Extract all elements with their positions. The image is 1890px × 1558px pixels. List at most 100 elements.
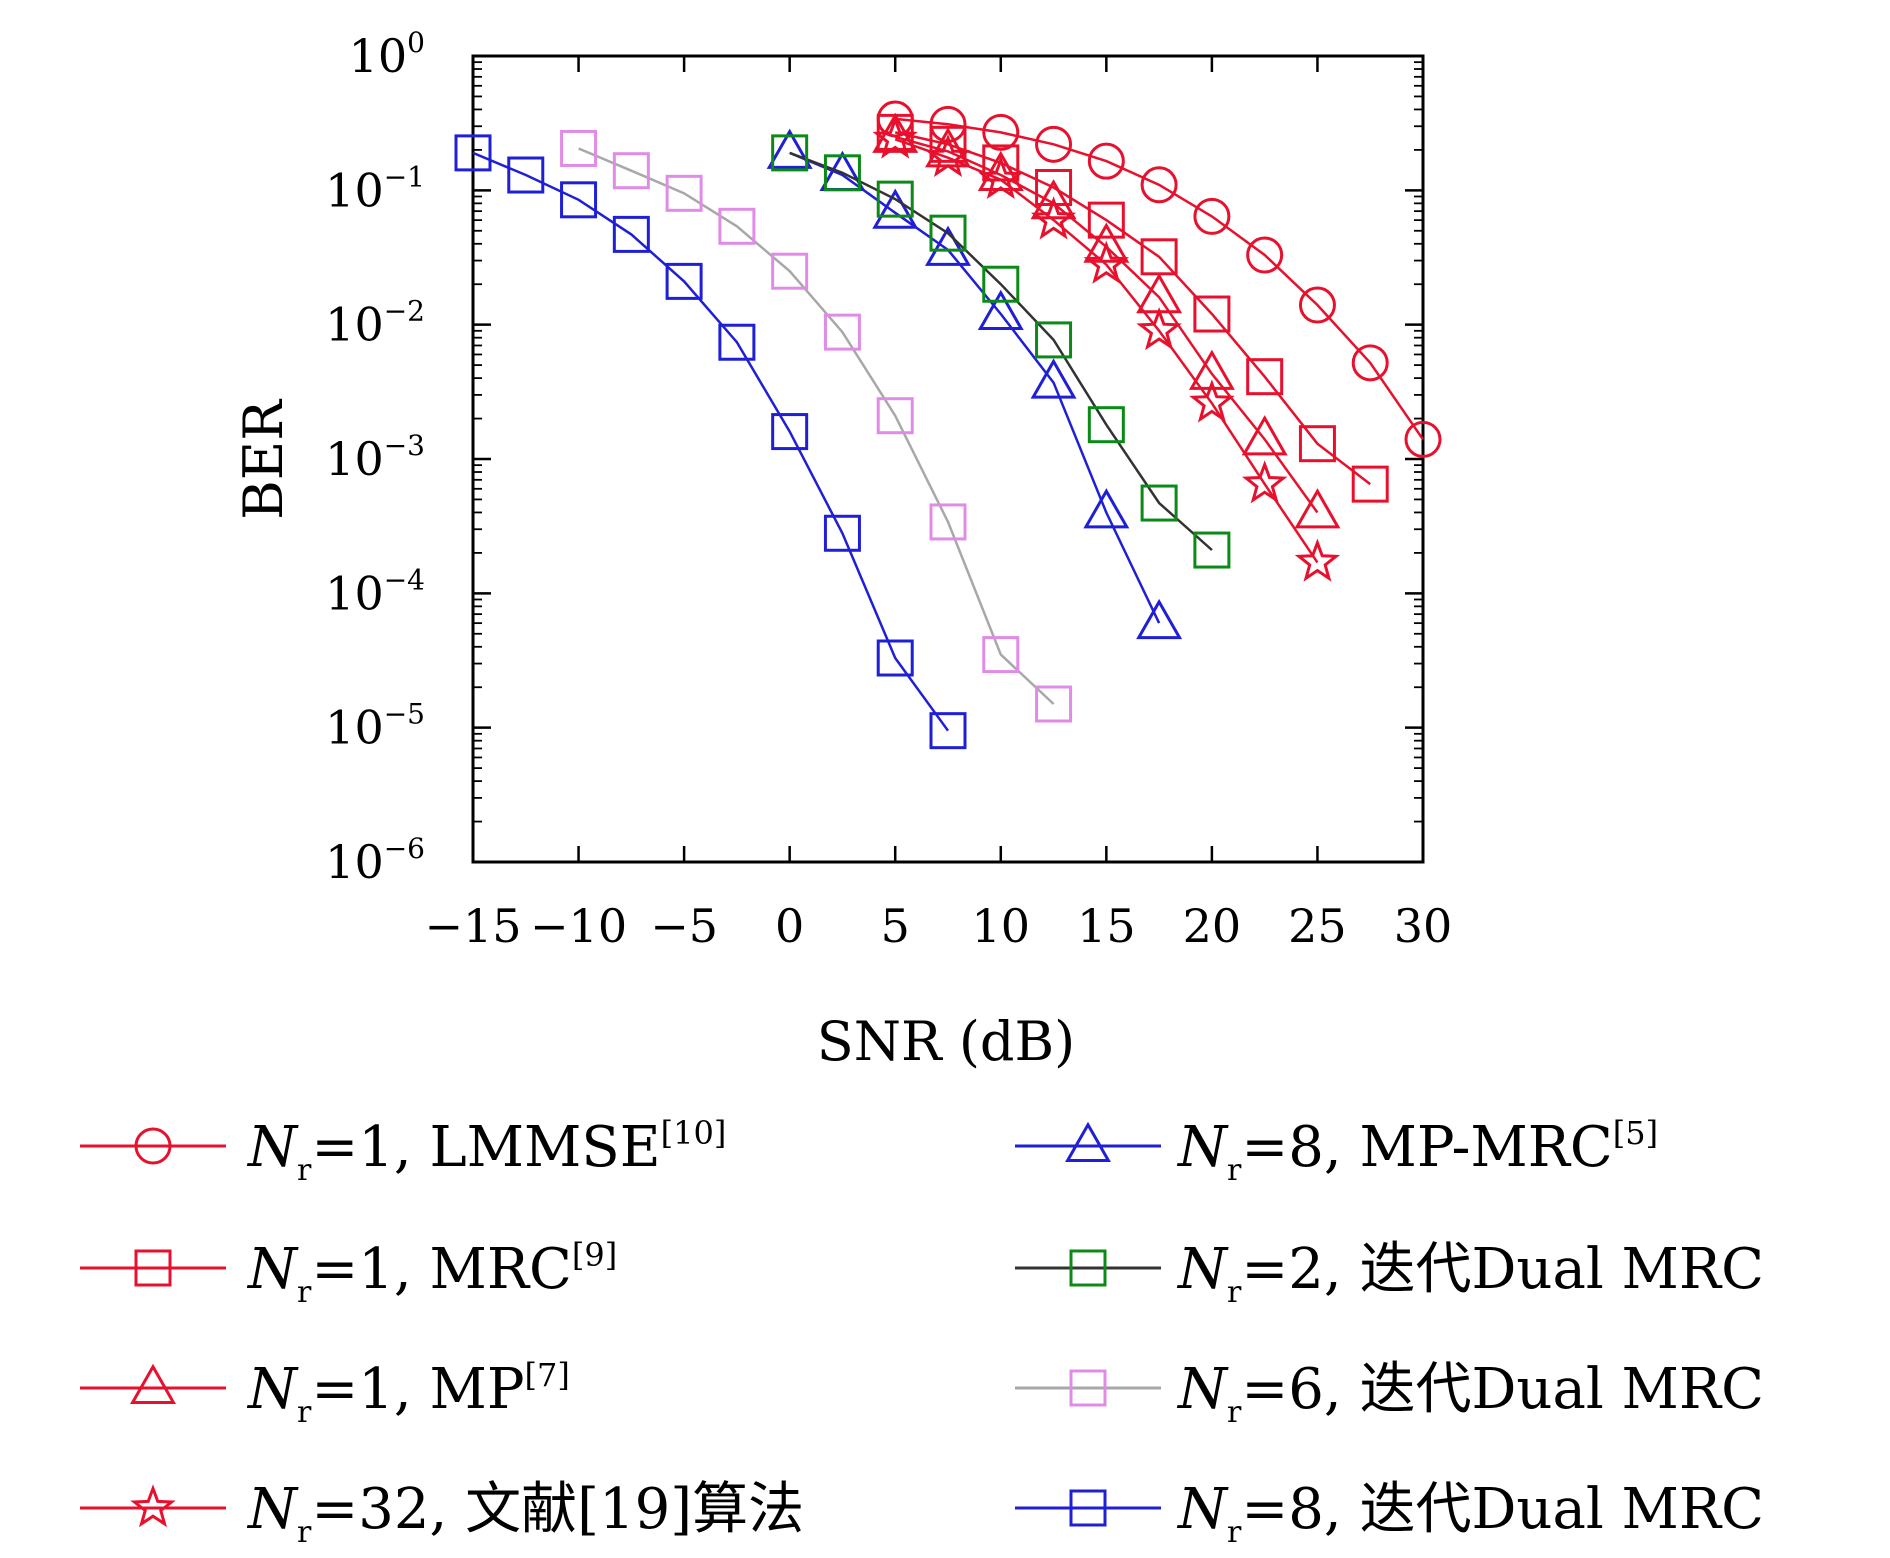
legend-marker — [1065, 1121, 1111, 1162]
series-4-point — [1242, 460, 1288, 504]
series-6 — [771, 134, 1231, 569]
series-5-point — [766, 128, 813, 169]
series-6-line — [789, 151, 1213, 551]
series-5-point — [1083, 488, 1130, 529]
series-1-point — [982, 113, 1020, 151]
series-7-point — [771, 252, 809, 290]
x-tick-label: 10 — [972, 899, 1031, 953]
legend-item-8: Nr=8, 迭代Dual MRC — [1015, 1477, 1764, 1550]
series-4-point — [1083, 240, 1130, 284]
legend-label: Nr=32, 文献[19]算法 — [246, 1477, 804, 1550]
series-6-point — [1193, 531, 1231, 569]
series-3-point — [1241, 415, 1288, 456]
legend-item-2: Nr=1, MRC[9] — [80, 1236, 617, 1310]
legend-item-7: Nr=6, 迭代Dual MRC — [1015, 1357, 1764, 1430]
series-4-point — [978, 155, 1024, 199]
legend: Nr=1, LMMSE[10] Nr=1, MRC[9] Nr=1, MP[7] Nr… — [80, 1114, 1764, 1550]
series-6-point — [929, 214, 967, 252]
series-3-point — [1188, 349, 1235, 390]
series-6-point — [982, 265, 1020, 303]
legend-marker — [130, 1363, 176, 1404]
series-2-point — [1193, 295, 1231, 333]
series-4-line — [894, 138, 1319, 564]
legend-marker — [130, 1484, 176, 1528]
series-8-point — [718, 323, 756, 361]
series-7-point — [982, 636, 1020, 674]
x-tick-label: 20 — [1183, 899, 1242, 953]
x-tick-label: 15 — [1077, 899, 1136, 953]
legend-item-4: Nr=32, 文献[19]算法 — [80, 1477, 804, 1550]
y-tick-label: 10−4 — [325, 563, 425, 620]
series-4-point — [1189, 379, 1235, 423]
series-3-point — [1030, 179, 1077, 220]
series-7-point — [560, 129, 598, 167]
y-tick-label: 10−2 — [325, 295, 425, 352]
y-tick-label: 10−3 — [325, 429, 425, 486]
x-tick-label: −15 — [424, 899, 521, 953]
series-4-point — [872, 115, 918, 159]
legend-label: Nr=1, LMMSE[10] — [246, 1114, 726, 1188]
series-1-point — [1087, 142, 1125, 180]
series-5-point — [977, 289, 1024, 330]
series-4-point — [1030, 196, 1077, 240]
x-tick-label: 30 — [1394, 899, 1453, 953]
series-8-point — [876, 639, 914, 677]
series-5-line — [789, 151, 1161, 624]
series-5-point — [1136, 598, 1183, 640]
legend-marker — [1069, 1489, 1107, 1527]
series-8-point — [612, 215, 650, 253]
y-tick-label: 100 — [349, 26, 425, 83]
series-2-point — [1351, 465, 1389, 503]
series-2-point — [1087, 201, 1125, 239]
series-8-line — [472, 151, 950, 732]
series-3-point — [1294, 488, 1341, 529]
x-tick-label: −10 — [530, 899, 627, 953]
series-2-point — [1298, 425, 1336, 463]
series-3-line — [894, 135, 1319, 514]
series-1-point — [1351, 344, 1389, 382]
series-4-point — [1294, 538, 1341, 582]
series-7 — [560, 129, 1073, 723]
series-8-point — [454, 134, 492, 172]
series-7-point — [665, 174, 703, 212]
y-axis-title: BER — [232, 399, 295, 520]
series-2-point — [1246, 358, 1284, 396]
legend-label: Nr=6, 迭代Dual MRC — [1176, 1357, 1764, 1430]
series-1-point — [1035, 125, 1073, 163]
series-6-point — [1087, 406, 1125, 444]
series-8-point — [507, 156, 545, 194]
legend-marker — [1069, 1249, 1107, 1287]
series-7-point — [612, 152, 650, 190]
series-7-point — [929, 503, 967, 541]
y-tick-label: 10−6 — [325, 832, 425, 889]
series-6-point — [876, 180, 914, 218]
plot-series — [454, 100, 1442, 750]
y-tick-label: 10−1 — [325, 160, 425, 217]
series-8-point — [823, 514, 861, 552]
series-7-point — [718, 207, 756, 245]
x-tick-label: 5 — [881, 899, 910, 953]
legend-label: Nr=2, 迭代Dual MRC — [1176, 1237, 1764, 1310]
x-axis-title: SNR (dB) — [817, 1010, 1075, 1073]
legend-item-6: Nr=2, 迭代Dual MRC — [1015, 1237, 1764, 1310]
series-1-point — [1404, 420, 1442, 458]
series-6-point — [823, 154, 861, 192]
x-tick-label: −5 — [650, 899, 718, 953]
series-7-point — [823, 313, 861, 351]
x-tick-label: 0 — [775, 899, 804, 953]
series-6-point — [771, 134, 809, 172]
axes: −15 −10 −5 0 5 10 15 20 25 30 100 10−1 10−2 10−3 10−4 1… — [325, 26, 1452, 953]
series-7-line — [578, 147, 1055, 705]
series-8-point — [665, 262, 703, 300]
series-5-point — [872, 188, 919, 229]
series-4 — [872, 115, 1341, 582]
series-1-point — [1246, 236, 1284, 274]
legend-label: Nr=8, 迭代Dual MRC — [1176, 1477, 1764, 1550]
x-tick-label: 25 — [1288, 899, 1347, 953]
series-1-point — [1193, 197, 1231, 235]
legend-item-1: Nr=1, LMMSE[10] — [80, 1114, 726, 1188]
series-1-point — [1140, 166, 1178, 204]
series-4-point — [925, 133, 971, 177]
series-6-point — [1140, 484, 1178, 522]
